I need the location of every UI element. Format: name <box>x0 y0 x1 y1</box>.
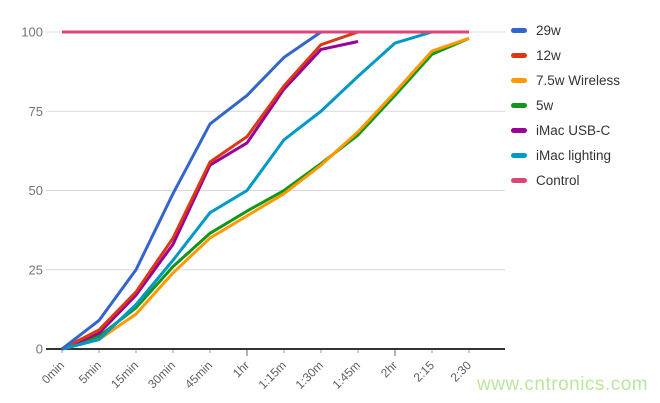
legend-label: iMac lighting <box>536 148 612 163</box>
x-axis-tick-label: 2:30 <box>448 358 475 385</box>
legend-swatch-29w <box>511 28 527 33</box>
x-axis-tick-label: 0min <box>39 358 67 386</box>
legend-swatch-5w <box>511 103 527 108</box>
x-axis-tick-label: 2:15 <box>411 358 438 385</box>
legend-item: iMac USB-C <box>511 122 620 139</box>
x-axis-tick-label: 1:15m <box>256 358 289 391</box>
series-line-12w <box>61 30 359 351</box>
x-axis-tick-label: 5min <box>76 358 104 386</box>
x-axis-tick-label: 1hr <box>230 358 252 380</box>
legend-label: Control <box>536 173 580 188</box>
legend-swatch-7-5w-wireless <box>511 78 527 83</box>
legend-label: 29w <box>536 23 561 38</box>
legend-label: 5w <box>536 98 554 113</box>
legend-item: 7.5w Wireless <box>511 72 620 89</box>
legend-item: Control <box>511 172 620 189</box>
series-line-7-5w-wireless <box>61 36 470 351</box>
x-axis-tick-label: 30min <box>145 358 178 391</box>
x-axis-tick-label: 1:30m <box>293 358 326 391</box>
legend-swatch-imac-lighting <box>511 153 527 158</box>
legend-label: iMac USB-C <box>536 123 611 138</box>
series-line-5w <box>61 36 470 351</box>
series-line-imac-usb-c <box>61 40 359 351</box>
legend: 29w 12w 7.5w Wireless 5w iMac USB-C iMac ligh… <box>511 22 620 197</box>
x-axis-tick-label: 1:45m <box>330 358 363 391</box>
x-axis-tick-label: 2hr <box>378 358 400 380</box>
legend-item: 29w <box>511 22 620 39</box>
series-line-29w <box>61 30 322 351</box>
x-axis-tick-label: 45min <box>182 358 215 391</box>
legend-label: 7.5w Wireless <box>536 73 621 88</box>
legend-swatch-imac-usb-c <box>511 128 527 133</box>
watermark-text: www.cntronics.com <box>477 374 649 395</box>
y-axis-tick-label: 50 <box>29 183 43 198</box>
legend-swatch-control <box>511 178 527 183</box>
x-axis-tick-label: 15min <box>108 358 141 391</box>
legend-label: 12w <box>536 48 561 63</box>
series-line-imac-lighting <box>61 30 433 351</box>
legend-swatch-12w <box>511 53 527 58</box>
legend-item: iMac lighting <box>511 147 620 164</box>
y-axis-tick-label: 0 <box>36 342 43 357</box>
legend-item: 5w <box>511 97 620 114</box>
y-axis-tick-label: 75 <box>29 104 43 119</box>
y-axis-tick-label: 100 <box>21 25 43 40</box>
y-axis-tick-label: 25 <box>29 262 43 277</box>
legend-item: 12w <box>511 47 620 64</box>
